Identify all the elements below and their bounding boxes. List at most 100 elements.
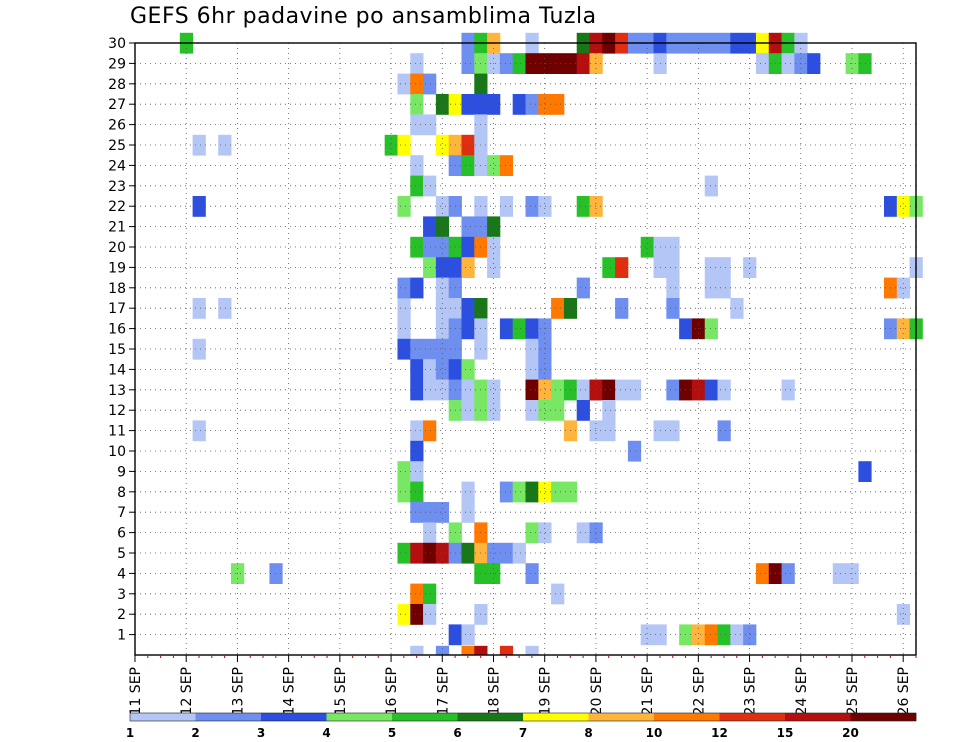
legend-color-swatch	[392, 713, 458, 721]
heatmap-cell	[487, 400, 501, 421]
y-tick-label: 23	[108, 179, 126, 195]
heatmap-cell	[538, 481, 552, 503]
y-tick-label: 12	[108, 403, 126, 419]
heatmap-cell	[781, 563, 795, 584]
heatmap-cell	[435, 257, 450, 278]
heatmap-cell	[576, 196, 590, 217]
heatmap-cell	[461, 155, 475, 176]
heatmap-cell	[525, 563, 539, 584]
heatmap-cell	[499, 53, 514, 74]
heatmap-cell	[192, 338, 206, 360]
heatmap-cell	[192, 134, 206, 156]
heatmap-cell	[435, 359, 450, 380]
x-tick-label: 24 SEP	[794, 667, 810, 715]
heatmap-cell	[512, 542, 526, 564]
heatmap-cell	[538, 196, 552, 217]
heatmap-cell	[551, 298, 565, 319]
y-tick-label: 5	[117, 546, 126, 562]
legend-color-swatch	[195, 713, 262, 721]
heatmap-cell	[858, 461, 872, 482]
heatmap-cell	[487, 216, 501, 238]
heatmap-cell	[461, 624, 475, 646]
heatmap-cell	[538, 522, 552, 544]
heatmap-cell	[615, 379, 629, 401]
heatmap-cell	[435, 502, 450, 523]
heatmap-cell	[627, 379, 642, 401]
heatmap-cell	[410, 277, 424, 299]
heatmap-cell	[487, 155, 501, 176]
heatmap-cell	[743, 257, 757, 278]
heatmap-cell	[499, 542, 514, 564]
heatmap-cell	[704, 277, 718, 299]
heatmap-cell	[832, 563, 846, 584]
heatmap-cell	[499, 481, 514, 503]
heatmap-cell	[423, 175, 437, 197]
heatmap-cell	[576, 400, 590, 421]
heatmap-cell	[461, 400, 475, 421]
heatmap-cell	[525, 481, 539, 503]
heatmap-cell	[410, 583, 424, 605]
y-tick-label: 28	[108, 77, 126, 93]
x-tick-label: 22 SEP	[691, 667, 707, 715]
heatmap-cell	[423, 114, 437, 136]
y-tick-label: 26	[108, 118, 126, 134]
heatmap-cell	[512, 318, 526, 340]
heatmap-cell	[755, 563, 770, 584]
heatmap-cell	[461, 134, 475, 156]
y-tick-label: 25	[108, 138, 126, 154]
heatmap-cell	[704, 318, 718, 340]
x-tick-label: 18 SEP	[486, 667, 502, 715]
heatmap-cell	[666, 379, 680, 401]
heatmap-cell	[461, 379, 475, 401]
heatmap-cell	[704, 257, 718, 278]
heatmap-cell	[435, 236, 450, 258]
legend-label: 8	[584, 726, 592, 740]
heatmap-cell	[538, 94, 552, 115]
heatmap-cell	[461, 645, 475, 656]
heatmap-cell	[807, 53, 821, 74]
x-tick-label: 15 SEP	[333, 667, 349, 715]
heatmap-cell	[423, 502, 437, 523]
heatmap-cell	[589, 379, 603, 401]
heatmap-cell	[551, 400, 565, 421]
heatmap-cell	[602, 379, 616, 401]
heatmap-cell	[461, 502, 475, 523]
heatmap-cell	[576, 522, 590, 544]
legend-label: 1	[126, 726, 134, 740]
heatmap-cell	[410, 236, 424, 258]
heatmap-cell	[602, 257, 616, 278]
heatmap-cell	[435, 379, 450, 401]
heatmap-cell	[525, 400, 539, 421]
legend-label: 12	[711, 726, 728, 740]
heatmap-cell	[410, 338, 424, 360]
heatmap-cell	[435, 134, 450, 156]
heatmap-cell	[525, 94, 539, 115]
heatmap-cell	[615, 298, 629, 319]
heatmap-cell	[423, 359, 437, 380]
heatmap-cell	[410, 53, 424, 74]
heatmap-cell	[435, 645, 450, 656]
heatmap-cell	[487, 94, 501, 115]
heatmap-cell	[666, 420, 680, 442]
heatmap-cell	[499, 318, 514, 340]
heatmap-cell	[423, 420, 437, 442]
y-tick-label: 14	[108, 362, 126, 378]
y-tick-label: 4	[117, 566, 126, 582]
x-tick-label: 20 SEP	[589, 667, 605, 715]
heatmap-cell	[461, 542, 475, 564]
heatmap-cell	[435, 338, 450, 360]
legend-color-swatch	[785, 713, 851, 721]
heatmap-cell	[551, 583, 565, 605]
legend-color-swatch	[654, 713, 720, 721]
heatmap-cell	[461, 94, 475, 115]
x-tick-label: 19 SEP	[538, 667, 554, 715]
heatmap-cell	[461, 298, 475, 319]
heatmap-cell	[487, 379, 501, 401]
heatmap-cell	[423, 583, 437, 605]
y-tick-label: 7	[117, 505, 126, 521]
heatmap-cell	[755, 53, 770, 74]
y-tick-label: 16	[108, 322, 126, 338]
heatmap-cell	[423, 604, 437, 625]
legend-label: 15	[777, 726, 794, 740]
legend-color-swatch	[261, 713, 327, 721]
